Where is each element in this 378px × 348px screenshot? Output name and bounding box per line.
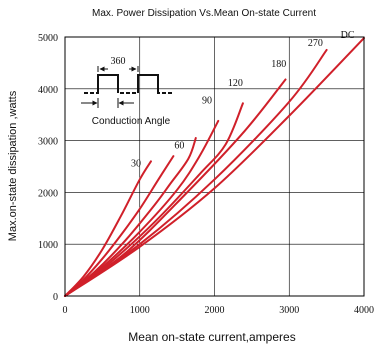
x-tick-label: 4000 xyxy=(354,305,374,316)
waveform-pulse-2 xyxy=(137,74,159,93)
y-tick-label: 2000 xyxy=(38,188,58,199)
series-line-0 xyxy=(64,160,152,297)
series-line-3 xyxy=(64,119,220,297)
x-axis-label: Mean on-state current,amperes xyxy=(128,330,295,344)
x-tick-label: 1000 xyxy=(130,305,150,316)
series-line-1 xyxy=(64,155,175,297)
y-tick-label: 5000 xyxy=(38,33,58,44)
series-layer xyxy=(64,37,365,297)
curve-label: 30 xyxy=(131,159,141,170)
y-tick-label: 4000 xyxy=(38,85,58,96)
period-label: 360 xyxy=(111,56,126,67)
series-line-2 xyxy=(64,137,197,297)
curve-label: 180 xyxy=(271,59,286,70)
x-tick-label: 2000 xyxy=(205,305,225,316)
series-line-6 xyxy=(64,48,328,297)
series-line-7 xyxy=(64,37,365,297)
waveform-pulse-1 xyxy=(97,74,119,93)
curve-labels: 30 60 90 120 180 270 DC xyxy=(131,30,355,169)
y-tick-label: 3000 xyxy=(38,137,58,148)
curve-label: 60 xyxy=(174,140,184,151)
curve-label: 90 xyxy=(202,95,212,106)
y-axis-label: Max.on-state dissipation ,watts xyxy=(7,90,19,241)
curve-label: DC xyxy=(341,30,355,41)
axes: 0 1000 2000 3000 4000 0 1000 2000 3000 4000 5000 xyxy=(38,33,374,316)
plot-frame xyxy=(64,36,365,297)
x-tick-label: 0 xyxy=(63,305,68,316)
y-tick-label: 0 xyxy=(53,292,58,303)
chart-title: Max. Power Dissipation Vs.Mean On-state … xyxy=(92,8,316,19)
conduction-angle-caption: Conduction Angle xyxy=(92,116,171,127)
curve-label: 270 xyxy=(308,38,323,49)
conduction-angle-inset: 360 Conduction Angle xyxy=(81,56,174,127)
y-tick-label: 1000 xyxy=(38,240,58,251)
waveform-dashed xyxy=(84,74,174,94)
curve-label: 120 xyxy=(228,78,243,89)
series-line-4 xyxy=(64,102,244,297)
x-tick-label: 3000 xyxy=(279,305,299,316)
